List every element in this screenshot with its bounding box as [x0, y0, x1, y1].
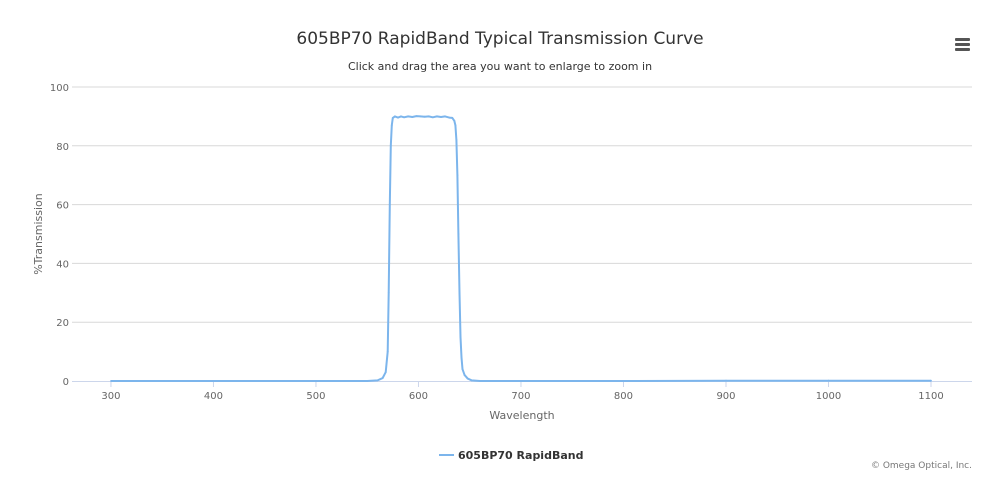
- data-point: [448, 116, 451, 119]
- data-point: [466, 377, 469, 380]
- data-point: [453, 119, 456, 122]
- data-point: [387, 291, 390, 294]
- credit-link[interactable]: © Omega Optical, Inc.: [870, 461, 972, 471]
- y-tick-label: 40: [56, 259, 69, 270]
- data-point: [458, 291, 461, 294]
- data-point: [827, 379, 830, 382]
- data-point: [110, 380, 112, 382]
- data-point: [461, 368, 464, 371]
- data-point: [407, 115, 410, 118]
- data-point: [622, 380, 625, 382]
- chart-title: 605BP70 RapidBand Typical Transmission C…: [296, 29, 704, 49]
- y-grid-lines: [72, 86, 972, 323]
- x-tick-label: 1100: [918, 391, 943, 402]
- y-tick-label: 0: [63, 377, 69, 388]
- x-tick-label: 500: [306, 391, 325, 402]
- data-point: [423, 115, 426, 118]
- legend[interactable]: 605BP70 RapidBand: [439, 449, 583, 462]
- data-point: [930, 379, 932, 382]
- y-tick-label: 60: [56, 201, 69, 212]
- data-point: [391, 116, 394, 119]
- legend-item-label[interactable]: 605BP70 RapidBand: [458, 449, 583, 462]
- data-point: [388, 203, 391, 206]
- x-tick-label: 1000: [816, 391, 841, 402]
- data-point: [384, 371, 387, 374]
- data-point: [376, 379, 379, 382]
- data-point: [366, 380, 369, 382]
- data-point: [520, 380, 522, 382]
- data-point: [393, 115, 396, 118]
- data-point: [454, 124, 457, 127]
- data-point: [459, 336, 462, 338]
- data-point: [460, 356, 463, 359]
- series-line[interactable]: [111, 115, 931, 382]
- data-point: [725, 379, 727, 382]
- x-tick-label: 600: [409, 391, 428, 402]
- x-tick-label: 700: [511, 391, 530, 402]
- data-point: [456, 174, 459, 177]
- data-point: [444, 115, 447, 118]
- data-point: [415, 115, 418, 118]
- data-point: [431, 116, 434, 119]
- data-point: [315, 380, 317, 382]
- data-point: [381, 377, 384, 379]
- data-point: [457, 233, 460, 235]
- plot-series: [110, 115, 932, 382]
- data-point: [436, 115, 438, 118]
- x-tick-label: 800: [614, 391, 633, 402]
- data-point: [389, 144, 392, 147]
- data-point: [397, 116, 399, 119]
- hamburger-menu-icon[interactable]: [950, 34, 976, 54]
- data-point: [455, 139, 458, 141]
- data-point: [411, 116, 414, 118]
- data-point: [451, 116, 454, 119]
- data-point: [479, 380, 481, 382]
- data-point: [427, 115, 430, 118]
- data-point: [212, 380, 215, 382]
- x-tick-label: 900: [716, 391, 735, 402]
- data-point: [463, 374, 466, 377]
- x-tick-label: 400: [204, 391, 223, 402]
- y-tick-labels: 0 20 40 60 80 100: [50, 83, 69, 388]
- x-tick-label: 300: [101, 391, 120, 402]
- data-point: [386, 350, 389, 353]
- x-tick-labels: 300 400 500 600 700 800 900 1000 1100: [101, 381, 944, 402]
- y-tick-label: 20: [56, 318, 69, 329]
- y-tick-label: 80: [56, 142, 69, 153]
- data-point: [440, 116, 442, 118]
- chart-subtitle: Click and drag the area you want to enla…: [347, 60, 653, 73]
- data-point: [390, 124, 393, 127]
- data-point: [419, 115, 422, 118]
- data-point: [403, 116, 406, 119]
- y-tick-label: 100: [50, 83, 69, 94]
- y-axis-label: %Transmission: [32, 193, 45, 275]
- x-axis-label: Wavelength: [489, 409, 554, 422]
- data-point: [470, 379, 473, 382]
- data-point: [400, 115, 402, 118]
